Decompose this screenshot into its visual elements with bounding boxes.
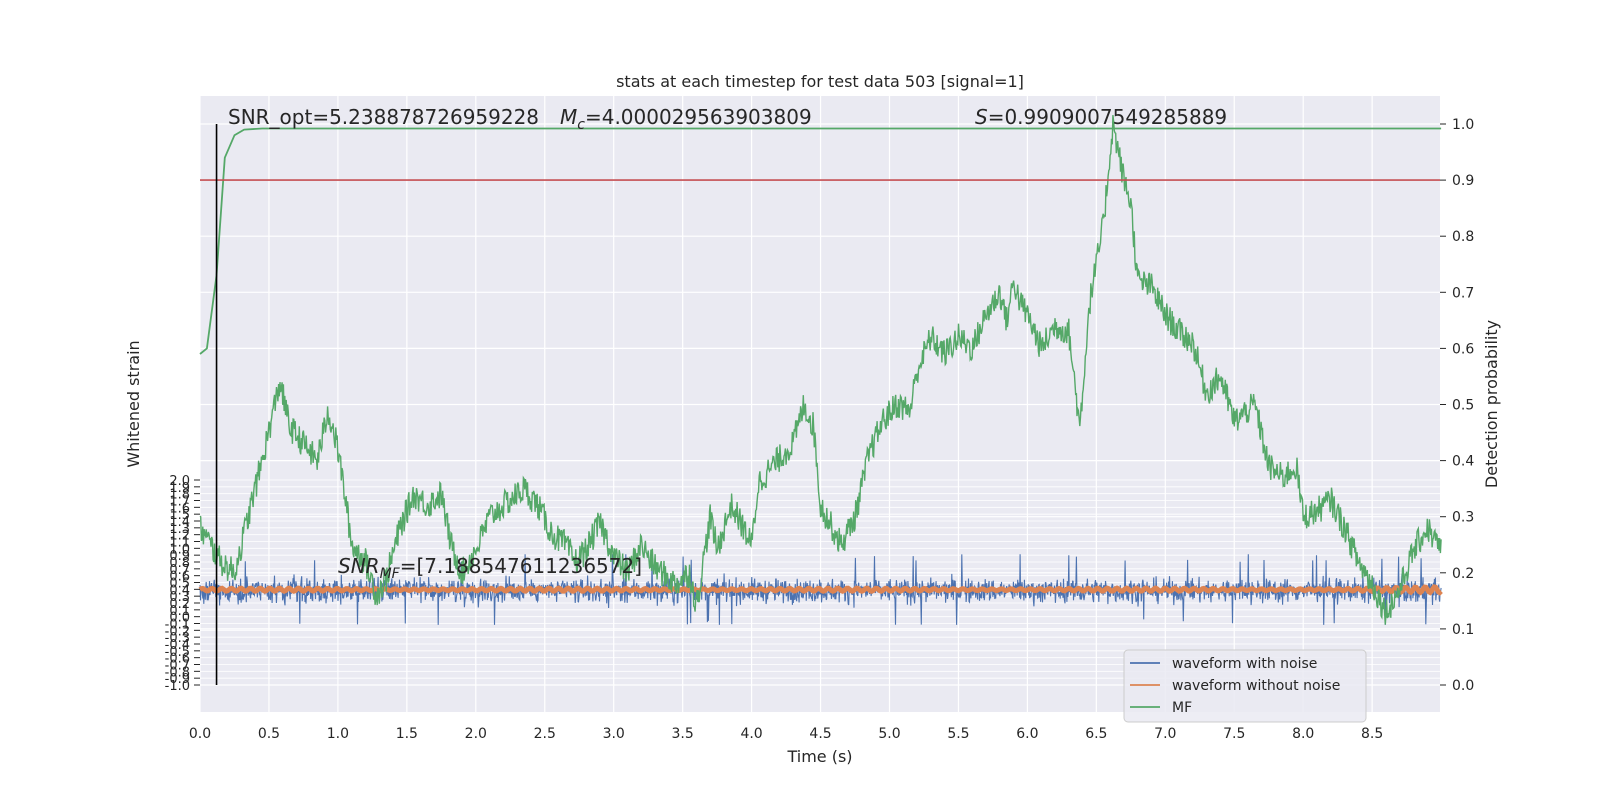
legend-label-mf: MF bbox=[1172, 700, 1192, 716]
legend: waveform with noise waveform without noi… bbox=[1123, 649, 1367, 723]
left-tick-label: 0.1 bbox=[169, 604, 190, 619]
line-mf bbox=[199, 115, 1442, 625]
left-tick-label: 1.2 bbox=[169, 529, 190, 544]
x-tick-label: 2.5 bbox=[534, 726, 556, 742]
left-y-ticks: -1.0-0.9-0.8-0.7-0.6-0.5-0.4-0.3-0.2-0.1… bbox=[165, 474, 200, 694]
left-tick-label: -0.9 bbox=[165, 672, 190, 687]
legend-box bbox=[1123, 649, 1367, 723]
annotation-s-value: =0.9909007549285889 bbox=[988, 105, 1227, 129]
left-tick-label: 0.8 bbox=[169, 556, 190, 571]
left-tick-label: 0.2 bbox=[169, 597, 190, 612]
left-tick-label: 1.0 bbox=[169, 542, 190, 557]
right-tick-label: 0.7 bbox=[1452, 285, 1474, 301]
left-tick-label: 1.4 bbox=[169, 515, 190, 530]
annotation-s-symbol: S bbox=[975, 105, 988, 129]
x-axis-label: Time (s) bbox=[786, 747, 852, 766]
line-waveform-without-noise bbox=[198, 584, 1443, 596]
left-tick-label: 0.5 bbox=[169, 577, 190, 592]
right-tick-label: 0.6 bbox=[1452, 341, 1474, 357]
left-tick-label: -0.8 bbox=[165, 665, 190, 680]
annotation-snr-mf: SNRMF=[7.188547611236572] bbox=[338, 554, 642, 582]
legend-label-waveform-without-noise: waveform without noise bbox=[1172, 678, 1340, 694]
series-detection-probability bbox=[199, 127, 1442, 355]
annotation-snr-mf-subscript: MF bbox=[380, 566, 401, 582]
x-ticks: 0.0 0.5 1.0 1.5 2.0 2.5 3.0 3.5 4.0 4.5 5.0 5.5 6.0 6… bbox=[189, 726, 1383, 742]
left-tick-label: -0.4 bbox=[165, 638, 190, 653]
legend-label-waveform-with-noise: waveform with noise bbox=[1172, 656, 1317, 672]
x-tick-label: 1.5 bbox=[396, 726, 418, 742]
x-tick-label: 8.5 bbox=[1361, 726, 1383, 742]
right-tick-label: 0.2 bbox=[1452, 566, 1474, 582]
series-mf bbox=[199, 115, 1442, 625]
x-tick-label: 0.0 bbox=[189, 726, 211, 742]
chart-title: stats at each timestep for test data 503… bbox=[616, 72, 1024, 91]
right-tick-label: 0.5 bbox=[1452, 398, 1474, 414]
annotation-chirp-mass-subscript: c bbox=[577, 117, 585, 133]
x-tick-label: 3.5 bbox=[672, 726, 694, 742]
right-y-ticks: 0.0 0.1 0.2 0.3 0.4 0.5 0.6 0.7 0.8 0.9 1.0 bbox=[1440, 117, 1474, 694]
x-tick-label: 7.5 bbox=[1223, 726, 1245, 742]
left-tick-label: 2.0 bbox=[169, 474, 190, 489]
left-tick-label: 1.8 bbox=[169, 488, 190, 503]
x-tick-label: 5.0 bbox=[878, 726, 900, 742]
left-tick-label: -0.3 bbox=[165, 631, 190, 646]
left-tick-label: 0.0 bbox=[169, 611, 190, 626]
left-tick-label: 1.3 bbox=[169, 522, 190, 537]
left-tick-label: 1.1 bbox=[169, 536, 190, 551]
annotation-chirp-mass: Mc=4.000029563903809 bbox=[560, 105, 812, 133]
annotation-chirp-mass-value: =4.000029563903809 bbox=[585, 105, 812, 129]
annotation-snr-mf-value: =[7.188547611236572] bbox=[400, 554, 642, 578]
left-tick-label: 0.3 bbox=[169, 590, 190, 605]
left-tick-label: -0.5 bbox=[165, 645, 190, 660]
left-tick-label: -0.1 bbox=[165, 618, 190, 633]
annotation-s: S=0.9909007549285889 bbox=[975, 105, 1227, 129]
annotation-snr-opt: SNR_opt=5.238878726959228 bbox=[228, 105, 539, 129]
x-tick-label: 1.0 bbox=[327, 726, 349, 742]
x-tick-label: 8.0 bbox=[1292, 726, 1314, 742]
left-tick-label: 1.5 bbox=[169, 508, 190, 523]
right-tick-label: 0.9 bbox=[1452, 173, 1474, 189]
right-tick-label: 0.4 bbox=[1452, 454, 1474, 470]
right-tick-label: 0.8 bbox=[1452, 229, 1474, 245]
left-tick-label: 0.9 bbox=[169, 549, 190, 564]
left-tick-label: -0.2 bbox=[165, 624, 190, 639]
x-tick-label: 5.5 bbox=[947, 726, 969, 742]
left-tick-label: 1.7 bbox=[169, 495, 190, 510]
x-tick-label: 6.5 bbox=[1085, 726, 1107, 742]
left-tick-label: -1.0 bbox=[165, 679, 190, 694]
annotation-snr-mf-symbol: SNR bbox=[338, 554, 380, 578]
left-y-axis-label: Whitened strain bbox=[124, 340, 143, 467]
x-tick-label: 2.0 bbox=[465, 726, 487, 742]
left-tick-label: 0.4 bbox=[169, 583, 190, 598]
x-tick-label: 7.0 bbox=[1154, 726, 1176, 742]
x-tick-label: 0.5 bbox=[258, 726, 280, 742]
left-tick-label: 1.6 bbox=[169, 501, 190, 516]
annotation-chirp-mass-symbol: M bbox=[560, 105, 577, 129]
x-tick-label: 4.0 bbox=[740, 726, 762, 742]
x-tick-label: 4.5 bbox=[809, 726, 831, 742]
x-tick-label: 6.0 bbox=[1016, 726, 1038, 742]
right-tick-label: 0.3 bbox=[1452, 510, 1474, 526]
left-tick-label: 1.9 bbox=[169, 481, 190, 496]
line-detection-probability bbox=[199, 127, 1442, 355]
left-tick-label: 0.6 bbox=[169, 570, 190, 585]
x-tick-label: 3.0 bbox=[603, 726, 625, 742]
right-tick-label: 0.0 bbox=[1452, 678, 1474, 694]
left-tick-label: 0.7 bbox=[169, 563, 190, 578]
right-y-axis-label: Detection probability bbox=[1482, 320, 1501, 488]
right-tick-label: 0.1 bbox=[1452, 622, 1474, 638]
left-tick-label: -0.6 bbox=[165, 652, 190, 667]
left-tick-label: -0.7 bbox=[165, 659, 190, 674]
right-tick-label: 1.0 bbox=[1452, 117, 1474, 133]
series-waveform-without-noise bbox=[198, 584, 1443, 596]
